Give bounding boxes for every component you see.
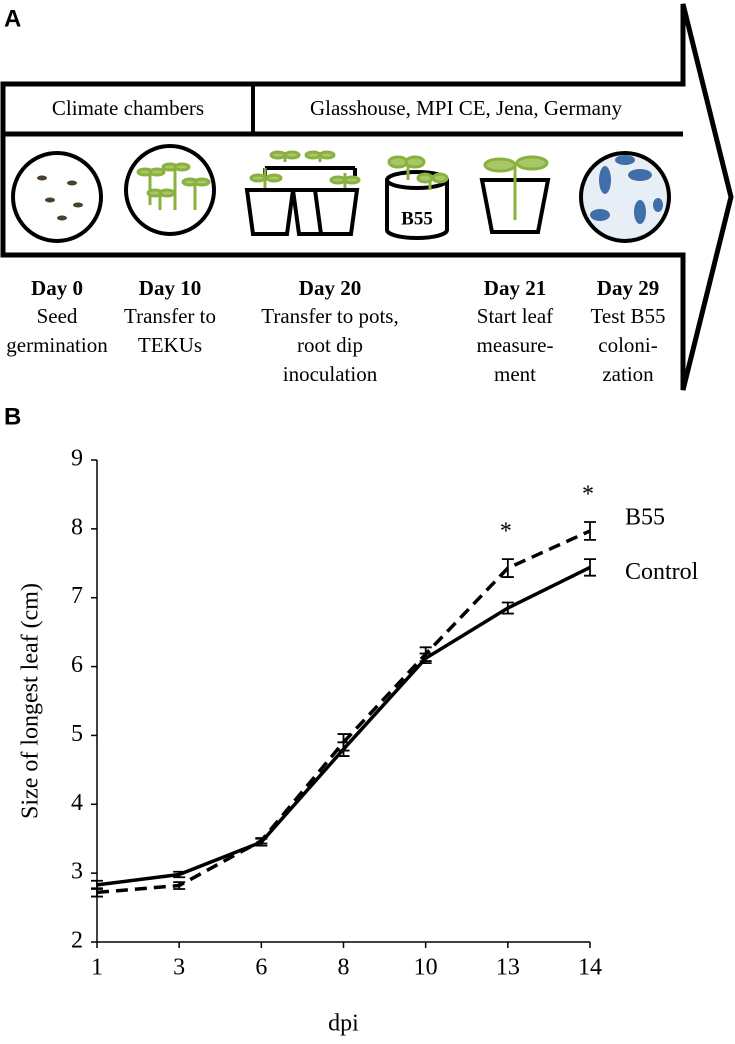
step-text: Transfer to pots,	[261, 304, 398, 328]
leaf-pot	[479, 155, 551, 234]
panel-label: B	[4, 403, 21, 430]
error-bar	[173, 870, 186, 879]
step-day: Day 0	[31, 276, 83, 300]
pot-tag: B55	[401, 208, 433, 229]
bacteria-dish	[579, 151, 671, 243]
y-tick-label: 3	[71, 859, 83, 885]
step-text: Test B55	[591, 304, 666, 328]
step-day: Day 21	[484, 276, 546, 300]
series-label: Control	[625, 559, 699, 585]
x-tick-label: 10	[414, 955, 438, 981]
y-tick-label: 6	[71, 652, 83, 678]
series-line	[96, 529, 591, 895]
step-text: measure-	[477, 333, 554, 357]
header: Climate chambers	[52, 96, 204, 120]
step-text: inoculation	[283, 362, 378, 386]
step-text: coloni-	[598, 333, 657, 357]
step-day: Day 10	[139, 276, 201, 300]
y-tick-label: 4	[71, 790, 83, 816]
step-day: Day 29	[597, 276, 659, 300]
step-text: Seed	[37, 304, 78, 328]
x-tick-label: 1	[91, 955, 103, 981]
error-bar	[501, 601, 514, 615]
inoculated-pot	[385, 155, 449, 240]
error-bar	[501, 558, 514, 578]
step-day: Day 20	[299, 276, 361, 300]
error-bar	[419, 652, 432, 665]
header: Glasshouse, MPI CE, Jena, Germany	[310, 96, 623, 120]
x-tick-label: 6	[255, 955, 267, 981]
x-tick-label: 13	[496, 955, 520, 981]
step-text: zation	[602, 362, 654, 386]
x-tick-label: 3	[173, 955, 185, 981]
step-text: root dip	[297, 333, 363, 357]
error-bar	[337, 741, 350, 757]
timeline-arrow	[0, 3, 734, 391]
significance-mark: *	[500, 519, 512, 545]
y-tick-label: 5	[71, 721, 83, 747]
y-tick-label: 8	[71, 514, 83, 540]
series-line	[96, 565, 591, 887]
pots	[244, 150, 361, 236]
x-tick-label: 14	[578, 955, 602, 981]
y-axis-title: Size of longest leaf (cm)	[18, 583, 44, 819]
step-text: Start leaf	[477, 304, 553, 328]
panel-label: A	[4, 5, 21, 32]
step-text: ment	[494, 362, 536, 386]
step-text: TEKUs	[138, 333, 202, 357]
error-bar	[91, 879, 103, 890]
error-bar	[584, 558, 596, 577]
error-bar	[584, 521, 596, 541]
significance-mark: *	[582, 481, 594, 507]
error-bar	[255, 837, 268, 847]
step-text: Transfer to	[124, 304, 216, 328]
x-tick-label: 8	[338, 955, 350, 981]
teku-dish	[124, 144, 216, 236]
x-axis-title: dpi	[328, 1011, 359, 1037]
series-label: B55	[625, 504, 665, 530]
y-tick-label: 7	[71, 583, 83, 609]
error-bar	[173, 881, 186, 890]
step-text: germination	[6, 333, 108, 357]
y-tick-label: 2	[71, 928, 83, 954]
y-tick-label: 9	[71, 446, 83, 472]
seed-dish	[11, 151, 103, 243]
